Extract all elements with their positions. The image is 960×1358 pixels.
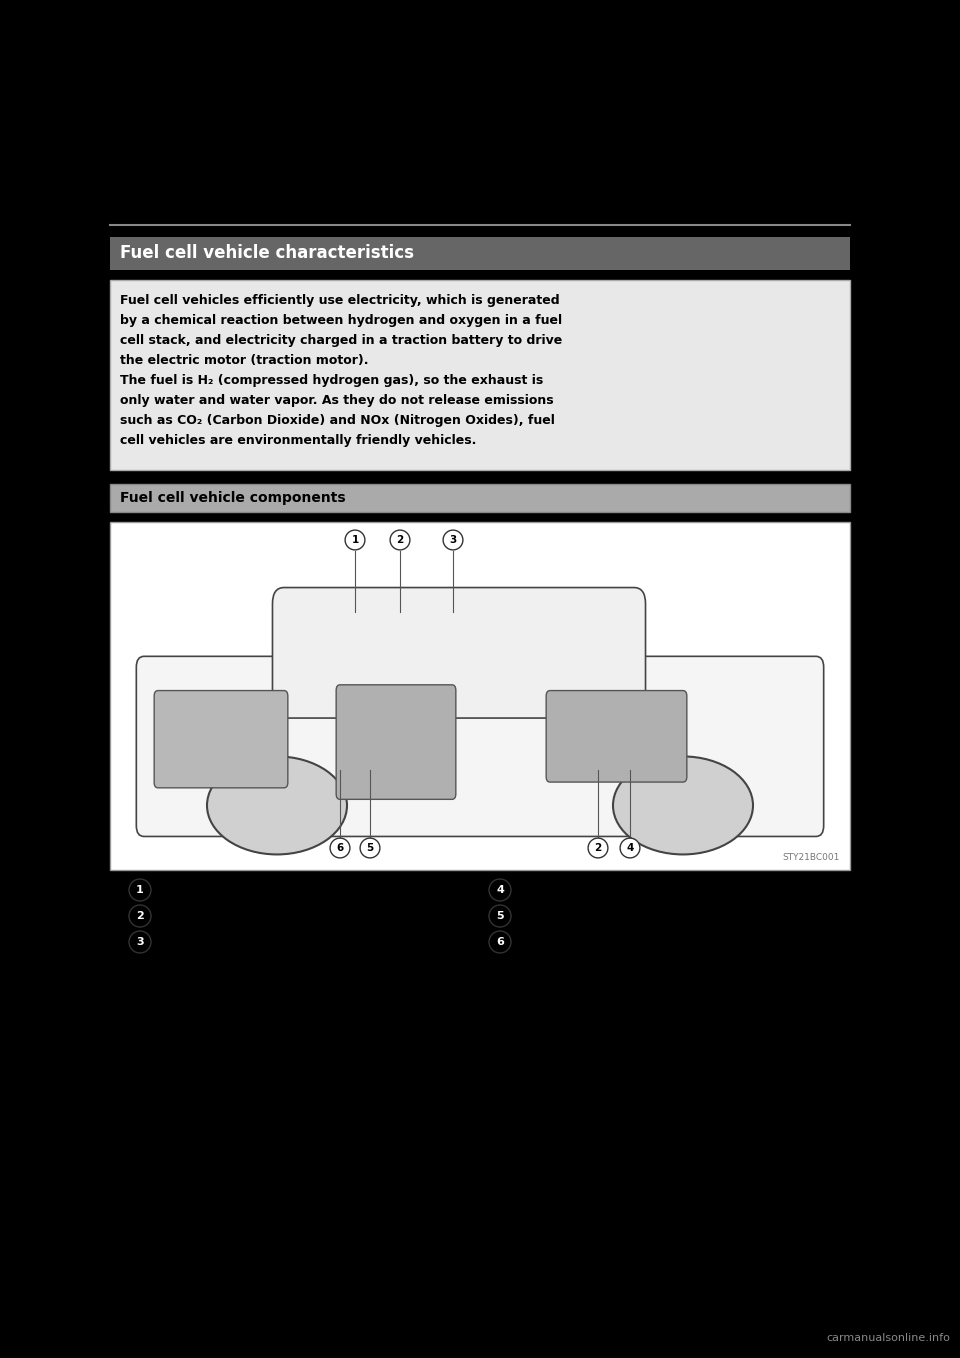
Text: STY21BC001: STY21BC001 <box>782 853 840 862</box>
Text: 6: 6 <box>336 843 344 853</box>
Text: cell vehicles are environmentally friendly vehicles.: cell vehicles are environmentally friend… <box>120 435 476 447</box>
Text: Fuel cell vehicle components: Fuel cell vehicle components <box>120 492 346 505</box>
Bar <box>110 238 850 270</box>
Text: 3: 3 <box>136 937 144 947</box>
FancyBboxPatch shape <box>273 588 645 718</box>
Ellipse shape <box>360 838 380 858</box>
Ellipse shape <box>129 932 151 953</box>
Ellipse shape <box>489 932 511 953</box>
Bar <box>110 280 850 470</box>
Text: Fuel cell vehicle characteristics: Fuel cell vehicle characteristics <box>120 244 414 262</box>
Text: cell stack, and electricity charged in a traction battery to drive: cell stack, and electricity charged in a… <box>120 334 563 348</box>
Text: 3: 3 <box>449 535 457 545</box>
Text: 2: 2 <box>396 535 403 545</box>
FancyBboxPatch shape <box>155 691 288 788</box>
Ellipse shape <box>129 904 151 928</box>
Ellipse shape <box>588 838 608 858</box>
Text: Fuel cell vehicles efficiently use electricity, which is generated: Fuel cell vehicles efficiently use elect… <box>120 293 560 307</box>
Text: only water and water vapor. As they do not release emissions: only water and water vapor. As they do n… <box>120 394 554 407</box>
Text: 1: 1 <box>351 535 359 545</box>
Text: The fuel is H₂ (compressed hydrogen gas), so the exhaust is: The fuel is H₂ (compressed hydrogen gas)… <box>120 373 543 387</box>
FancyBboxPatch shape <box>336 684 456 800</box>
Text: 5: 5 <box>367 843 373 853</box>
Ellipse shape <box>129 879 151 900</box>
Text: such as CO₂ (Carbon Dioxide) and NOx (Nitrogen Oxides), fuel: such as CO₂ (Carbon Dioxide) and NOx (Ni… <box>120 414 555 426</box>
Text: 4: 4 <box>496 885 504 895</box>
Text: by a chemical reaction between hydrogen and oxygen in a fuel: by a chemical reaction between hydrogen … <box>120 314 563 327</box>
Text: 6: 6 <box>496 937 504 947</box>
Text: 5: 5 <box>496 911 504 921</box>
Ellipse shape <box>489 904 511 928</box>
Bar <box>110 483 850 512</box>
Text: 4: 4 <box>626 843 634 853</box>
Ellipse shape <box>345 530 365 550</box>
Ellipse shape <box>444 530 463 550</box>
Text: carmanualsonline.info: carmanualsonline.info <box>827 1334 950 1343</box>
Bar <box>110 521 850 870</box>
Text: 2: 2 <box>136 911 144 921</box>
FancyBboxPatch shape <box>546 691 686 782</box>
Ellipse shape <box>489 879 511 900</box>
FancyBboxPatch shape <box>136 656 824 837</box>
Ellipse shape <box>620 838 640 858</box>
Ellipse shape <box>330 838 349 858</box>
Text: 1: 1 <box>136 885 144 895</box>
Text: the electric motor (traction motor).: the electric motor (traction motor). <box>120 354 369 367</box>
Ellipse shape <box>390 530 410 550</box>
Ellipse shape <box>613 756 753 854</box>
Text: 2: 2 <box>594 843 602 853</box>
Ellipse shape <box>207 756 347 854</box>
